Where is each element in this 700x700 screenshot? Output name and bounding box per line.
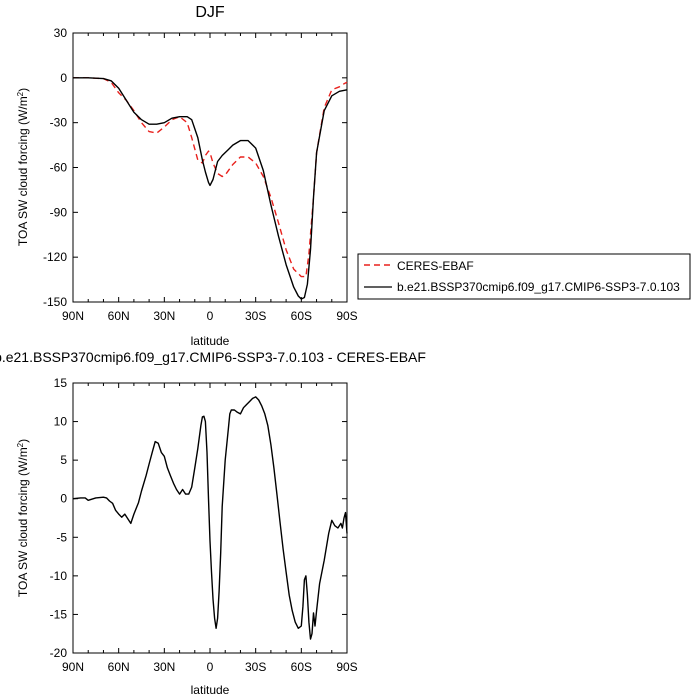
legend-label-model: b.e21.BSSP370cmip6.f09_g17.CMIP6-SSP3-7.… — [397, 280, 680, 294]
top-y-tick-label: -60 — [50, 161, 68, 175]
bottom-chart-title: b.e21.BSSP370cmip6.f09_g17.CMIP6-SSP3-7.… — [0, 349, 426, 365]
bottom-x-tick-label: 0 — [207, 660, 214, 674]
bottom-y-tick-label: 5 — [60, 453, 67, 467]
top-y-tick-label: -120 — [43, 250, 67, 264]
bottom-x-tick-label: 30N — [153, 660, 175, 674]
bottom-y-axis-label: TOA SW cloud forcing (W/m2) — [16, 439, 31, 597]
bottom-y-tick-label: -15 — [50, 607, 68, 621]
top-y-tick-label: 0 — [60, 71, 67, 85]
top-panel: DJF 90N 60N 30N 0 30S 60S 90S 30 0 -30 -60 -90 -120 -… — [16, 4, 358, 348]
bottom-x-tick-label: 30S — [245, 660, 266, 674]
top-x-tick-label: 0 — [207, 309, 214, 323]
bottom-x-tick-label: 60N — [108, 660, 130, 674]
legend-label-ceres: CERES-EBAF — [397, 259, 474, 273]
bottom-y-tick-label: 10 — [54, 415, 68, 429]
legend-box — [357, 253, 691, 300]
top-y-tick-label: -90 — [50, 205, 68, 219]
bottom-x-axis-label: latitude — [191, 683, 230, 697]
top-series-line-1 — [73, 77, 348, 300]
bottom-plot-area: 90N 60N 30N 0 30S 60S 90S 15 10 5 0 -5 -10 -15 -20 — [50, 376, 358, 674]
top-chart-title: DJF — [195, 4, 225, 21]
top-y-axis-label: TOA SW cloud forcing (W/m2) — [16, 88, 31, 246]
bottom-y-tick-label: 15 — [54, 376, 68, 390]
top-series-line-0 — [73, 77, 348, 278]
top-x-tick-label: 60S — [291, 309, 312, 323]
bottom-y-tick-label: -20 — [50, 646, 68, 660]
top-plot-frame — [72, 32, 348, 303]
bottom-x-tick-label: 90S — [336, 660, 357, 674]
bottom-panel: b.e21.BSSP370cmip6.f09_g17.CMIP6-SSP3-7.… — [0, 349, 426, 697]
bottom-y-tick-label: -10 — [50, 569, 68, 583]
top-x-tick-label: 90N — [62, 309, 84, 323]
bottom-x-tick-label: 90N — [62, 660, 84, 674]
bottom-y-tick-label: 0 — [60, 492, 67, 506]
top-x-tick-label: 60N — [108, 309, 130, 323]
top-y-tick-label: -30 — [50, 116, 68, 130]
top-plot-area: 90N 60N 30N 0 30S 60S 90S 30 0 -30 -60 -90 -120 -150 — [43, 26, 358, 323]
top-y-tick-label: -150 — [43, 295, 67, 309]
bottom-x-tick-label: 60S — [291, 660, 312, 674]
top-x-tick-label: 30S — [245, 309, 266, 323]
top-x-tick-label: 90S — [336, 309, 357, 323]
bottom-y-tick-label: -5 — [56, 530, 67, 544]
top-x-axis-label: latitude — [191, 334, 230, 348]
bottom-plot-frame — [72, 382, 348, 654]
bottom-series-line-0 — [72, 396, 348, 640]
top-x-tick-label: 30N — [153, 309, 175, 323]
legend: CERES-EBAF b.e21.BSSP370cmip6.f09_g17.CM… — [357, 253, 691, 300]
top-y-tick-label: 30 — [54, 26, 68, 40]
